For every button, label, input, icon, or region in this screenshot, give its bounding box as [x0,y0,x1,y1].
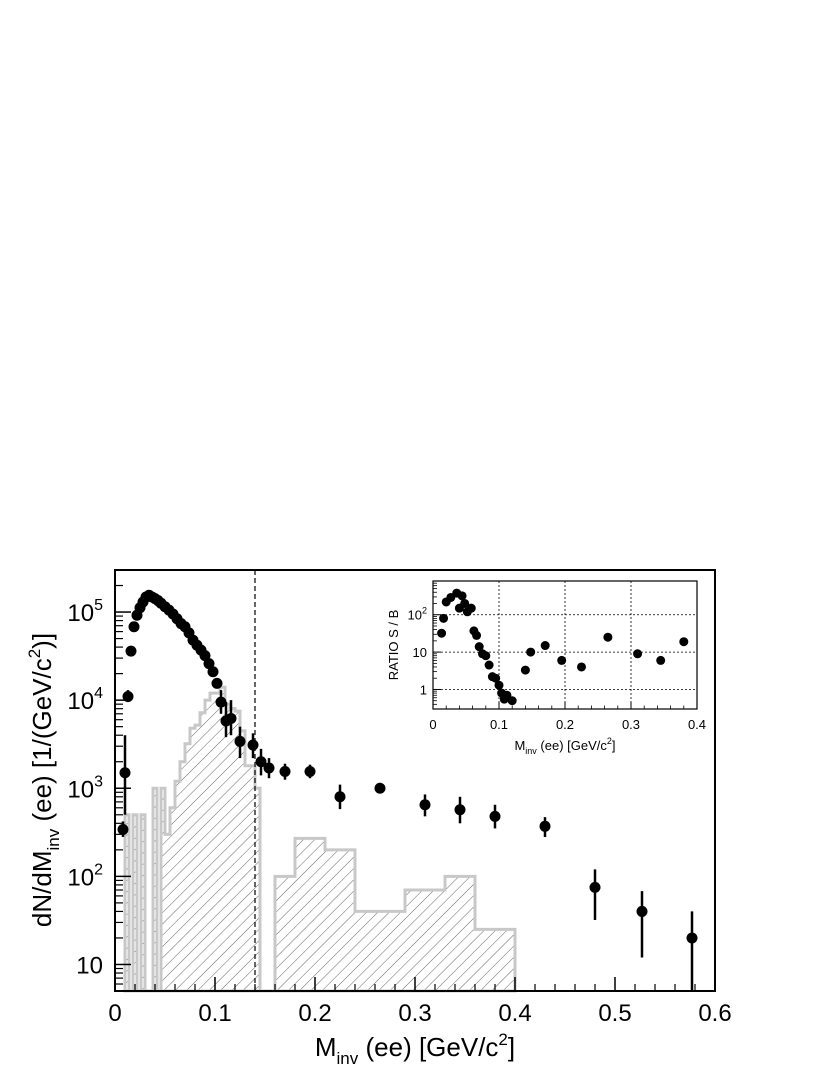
data-point [225,712,237,724]
data-point [215,696,227,708]
main-y-label-sub: inv [44,828,63,850]
inset-x-label-rest: (ee) [GeV/c [537,738,608,753]
inset-data-point [540,641,550,651]
x-tick-label: 0.2 [298,1000,331,1027]
inset-data-points [437,588,689,706]
main-y-label-main: dN/dM [27,851,57,928]
inset-data-point [520,665,530,675]
inset-x-tick-label: 0 [429,717,436,732]
inset-axis-ticks [432,580,698,710]
x-tick-label: 0.3 [398,1000,431,1027]
main-x-label-rest: (ee) [GeV/c [358,1032,498,1062]
inset-data-point [439,613,449,623]
main-axis-ticks [114,569,716,992]
data-point [454,804,466,816]
inset-grid [433,581,697,709]
inset-data-point [679,637,689,647]
data-point [117,824,129,836]
data-point [539,820,551,832]
inset-data-point [633,649,643,659]
data-point [636,905,648,917]
inset-data-point [603,632,613,642]
inset-x-label-sub: inv [525,746,537,756]
inset-data-point [484,660,494,670]
inset-data-point [481,651,491,661]
data-point [263,762,275,774]
inset-data-point [577,662,586,672]
inset-x-label-main: M [514,738,525,753]
data-point [234,735,246,747]
inset-data-point [472,630,482,640]
inset-y-tick-label: 10 [413,645,427,660]
main-x-label-main: M [315,1032,337,1062]
y-tick-label: 103 [67,773,103,803]
x-tick-label: 0.6 [698,1000,731,1027]
inset-x-label-sup: 2 [607,736,612,746]
inset-data-point [494,680,504,690]
inset-x-tick-label: 0.3 [622,717,640,732]
inset-data-point [437,628,447,638]
main-y-label-close: )] [27,633,57,649]
data-point [119,767,131,779]
main-x-label-sub: inv [337,1049,359,1068]
inset-data-point [466,603,476,613]
data-point [125,645,137,657]
background-histogram-shape [123,685,517,993]
inset-x-tick-label: 0.2 [556,717,574,732]
inset-data-point [460,598,470,608]
main-data-points [117,589,698,944]
main-y-label-rest: (ee) [1/(GeV/c [27,658,57,829]
y-tick-label: 105 [67,597,103,627]
background-histogram [123,685,517,993]
inset-data-point [474,642,484,652]
data-point [334,791,346,803]
data-point [686,932,698,944]
inset-data-point [507,696,517,706]
y-tick-label: 102 [67,861,103,891]
inset-data-point [526,647,536,657]
main-x-label-sup: 2 [498,1030,507,1049]
data-point [489,810,501,822]
inset-data-point [491,673,501,683]
inset-y-axis-label: RATIO S / B [386,610,401,681]
inset-x-axis-label: Minv (ee) [GeV/c2] [514,736,615,756]
x-tick-label: 0.1 [198,1000,231,1027]
inset-y-tick-label: 1 [420,682,427,697]
x-tick-label: 0.4 [498,1000,531,1027]
data-point [211,677,223,689]
inset-x-tick-label: 0.4 [688,717,706,732]
main-y-label-sup: 2 [25,649,44,658]
inset-x-label-close: ] [612,738,616,753]
inset-x-tick-label: 0.1 [490,717,508,732]
main-x-axis-label: Minv (ee) [GeV/c2] [315,1030,515,1068]
x-tick-label: 0 [108,1000,121,1027]
data-point [122,691,134,703]
data-point [304,765,316,777]
inset-x-tick-labels: 0 0.1 0.2 0.3 0.4 [429,717,706,732]
inset-data-point [557,655,567,665]
x-tick-label: 0.5 [598,1000,631,1027]
main-y-axis-label: dN/dMinv (ee) [1/(GeV/c2)] [25,633,63,927]
main-x-label-close: ] [508,1032,515,1062]
inset-y-tick-label: 102 [408,606,427,623]
data-point [128,621,140,633]
data-point [207,666,219,678]
data-point [255,756,267,768]
inset-data-point [656,655,666,665]
main-y-tick-labels: 10 102 103 104 105 [67,597,103,979]
data-point [247,739,259,751]
data-point [589,881,601,893]
main-x-tick-labels: 0 0.1 0.2 0.3 0.4 0.5 0.6 [108,1000,731,1027]
data-point [279,765,291,777]
inset-data-point [457,591,467,601]
data-point [419,799,431,811]
inset-y-tick-labels: 1 10 102 [408,606,427,698]
y-tick-label: 10 [76,952,103,979]
data-point [374,782,386,794]
y-tick-label: 104 [67,685,103,715]
data-point [203,658,215,670]
